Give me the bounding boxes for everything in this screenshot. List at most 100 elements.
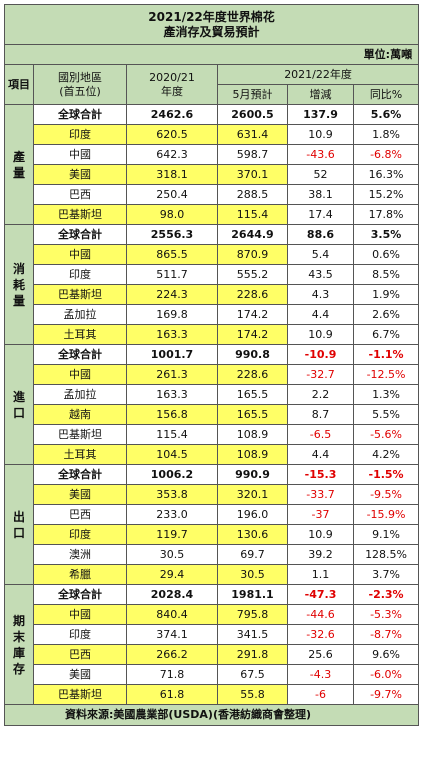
yoy-cell: -1.1% [352,344,420,365]
title-line-1: 2021/22年度世界棉花 [148,9,275,24]
table-row-total: 出 口 全球合計 1006.2 990.9 -15.3 -1.5% [4,464,420,585]
year-2020-21-cell: 233.0 [126,504,218,525]
forecast-cell: 165.5 [217,384,288,405]
unit-row: 單位:萬噸 [3,44,420,65]
region-cell: 土耳其 [33,324,127,345]
section-label-text: 消 耗 量 [12,261,25,308]
forecast-cell: 67.5 [217,664,288,685]
year-2020-21-cell: 98.0 [126,204,218,225]
section-label: 產 量 [4,104,34,225]
section-label-text: 產 量 [12,149,25,180]
year-2020-21-cell: 119.7 [126,524,218,545]
header-forecast: 5月預計 [217,84,288,105]
section-label: 進 口 [4,344,34,465]
table-row: 孟加拉 169.8 174.2 4.4 2.6% [5,304,420,325]
forecast-cell: 55.8 [217,684,288,705]
change-cell: 1.1 [287,564,354,585]
change-cell: 52 [287,164,354,185]
table-row: 中國 840.4 795.8 -44.6 -5.3% [5,604,420,625]
table-row: 巴基斯坦 98.0 115.4 17.4 17.8% [5,204,420,225]
year-2020-21-cell: 261.3 [126,364,218,385]
section-label: 期 末 庫 存 [4,584,34,705]
yoy-cell: 17.8% [352,204,420,225]
year-2020-21-cell: 620.5 [126,124,218,145]
table-row: 巴西 266.2 291.8 25.6 9.6% [5,644,420,665]
change-cell: 2.2 [287,384,354,405]
table-row: 中國 865.5 870.9 5.4 0.6% [5,244,420,265]
cotton-forecast-table: 2021/22年度世界棉花 產消存及貿易預計 單位:萬噸 項目 國別地區 (首五… [3,4,420,726]
change-cell: 4.4 [287,444,354,465]
forecast-cell: 174.2 [217,304,288,325]
table-row: 中國 642.3 598.7 -43.6 -6.8% [5,144,420,165]
yoy-cell: 8.5% [352,264,420,285]
change-cell: -10.9 [287,344,354,365]
header-row-2: 5月預計 增減 同比% [5,84,420,105]
forecast-cell: 115.4 [217,204,288,225]
change-cell: -4.3 [287,664,354,685]
change-cell: 39.2 [287,544,354,565]
change-cell: -15.3 [287,464,354,485]
yoy-cell: -8.7% [352,624,420,645]
source-label: 資料來源: [65,708,114,721]
forecast-cell: 2600.5 [217,104,288,125]
region-cell: 越南 [33,404,127,425]
year-2020-21-cell: 318.1 [126,164,218,185]
yoy-cell: 5.6% [352,104,420,125]
footer-row: 資料來源:美國農業部(USDA)(香港紡織商會整理) [3,704,420,726]
region-cell: 全球合計 [33,224,127,245]
yoy-cell: 3.5% [352,224,420,245]
forecast-cell: 370.1 [217,164,288,185]
region-cell: 印度 [33,264,127,285]
year-2020-21-cell: 163.3 [126,324,218,345]
change-cell: 17.4 [287,204,354,225]
year-2020-21-cell: 224.3 [126,284,218,305]
year-2020-21-cell: 156.8 [126,404,218,425]
change-cell: -32.7 [287,364,354,385]
source-note: 資料來源:美國農業部(USDA)(香港紡織商會整理) [3,704,420,726]
year-2020-21-cell: 2462.6 [126,104,218,125]
yoy-cell: 2.6% [352,304,420,325]
yoy-cell: -15.9% [352,504,420,525]
header-region-line-1: 國別地區 [58,70,102,84]
forecast-cell: 69.7 [217,544,288,565]
header-region: 國別地區 (首五位) [33,64,127,105]
yoy-cell: 1.3% [352,384,420,405]
forecast-cell: 196.0 [217,504,288,525]
table-row-total: 產 量 全球合計 2462.6 2600.5 137.9 5.6% [4,104,420,225]
region-cell: 中國 [33,244,127,265]
forecast-cell: 631.4 [217,124,288,145]
header-year-line-2: 年度 [161,84,183,98]
region-cell: 全球合計 [33,584,127,605]
region-cell: 巴西 [33,504,127,525]
table-row: 印度 374.1 341.5 -32.6 -8.7% [5,624,420,645]
table-row-total: 進 口 全球合計 1001.7 990.8 -10.9 -1.1% [4,344,420,465]
region-cell: 印度 [33,624,127,645]
region-cell: 孟加拉 [33,384,127,405]
forecast-cell: 288.5 [217,184,288,205]
change-cell: 137.9 [287,104,354,125]
yoy-cell: 1.9% [352,284,420,305]
yoy-cell: -2.3% [352,584,420,605]
header-item: 項目 [4,64,34,105]
region-cell: 印度 [33,124,127,145]
forecast-cell: 990.8 [217,344,288,365]
change-cell: -44.6 [287,604,354,625]
region-cell: 巴西 [33,644,127,665]
region-cell: 希臘 [33,564,127,585]
forecast-cell: 870.9 [217,244,288,265]
year-2020-21-cell: 115.4 [126,424,218,445]
unit-label: 單位:萬噸 [3,44,420,65]
year-2020-21-cell: 1001.7 [126,344,218,365]
table-row: 土耳其 104.5 108.9 4.4 4.2% [5,444,420,465]
year-2020-21-cell: 2028.4 [126,584,218,605]
year-2020-21-cell: 865.5 [126,244,218,265]
table-row: 越南 156.8 165.5 8.7 5.5% [5,404,420,425]
cotton-table-container: 2021/22年度世界棉花 產消存及貿易預計 單位:萬噸 項目 國別地區 (首五… [3,4,420,726]
table-row: 巴基斯坦 61.8 55.8 -6 -9.7% [5,684,420,705]
forecast-cell: 108.9 [217,424,288,445]
forecast-cell: 165.5 [217,404,288,425]
forecast-cell: 174.2 [217,324,288,345]
table-row: 澳洲 30.5 69.7 39.2 128.5% [5,544,420,565]
table-row: 中國 261.3 228.6 -32.7 -12.5% [5,364,420,385]
yoy-cell: -5.3% [352,604,420,625]
